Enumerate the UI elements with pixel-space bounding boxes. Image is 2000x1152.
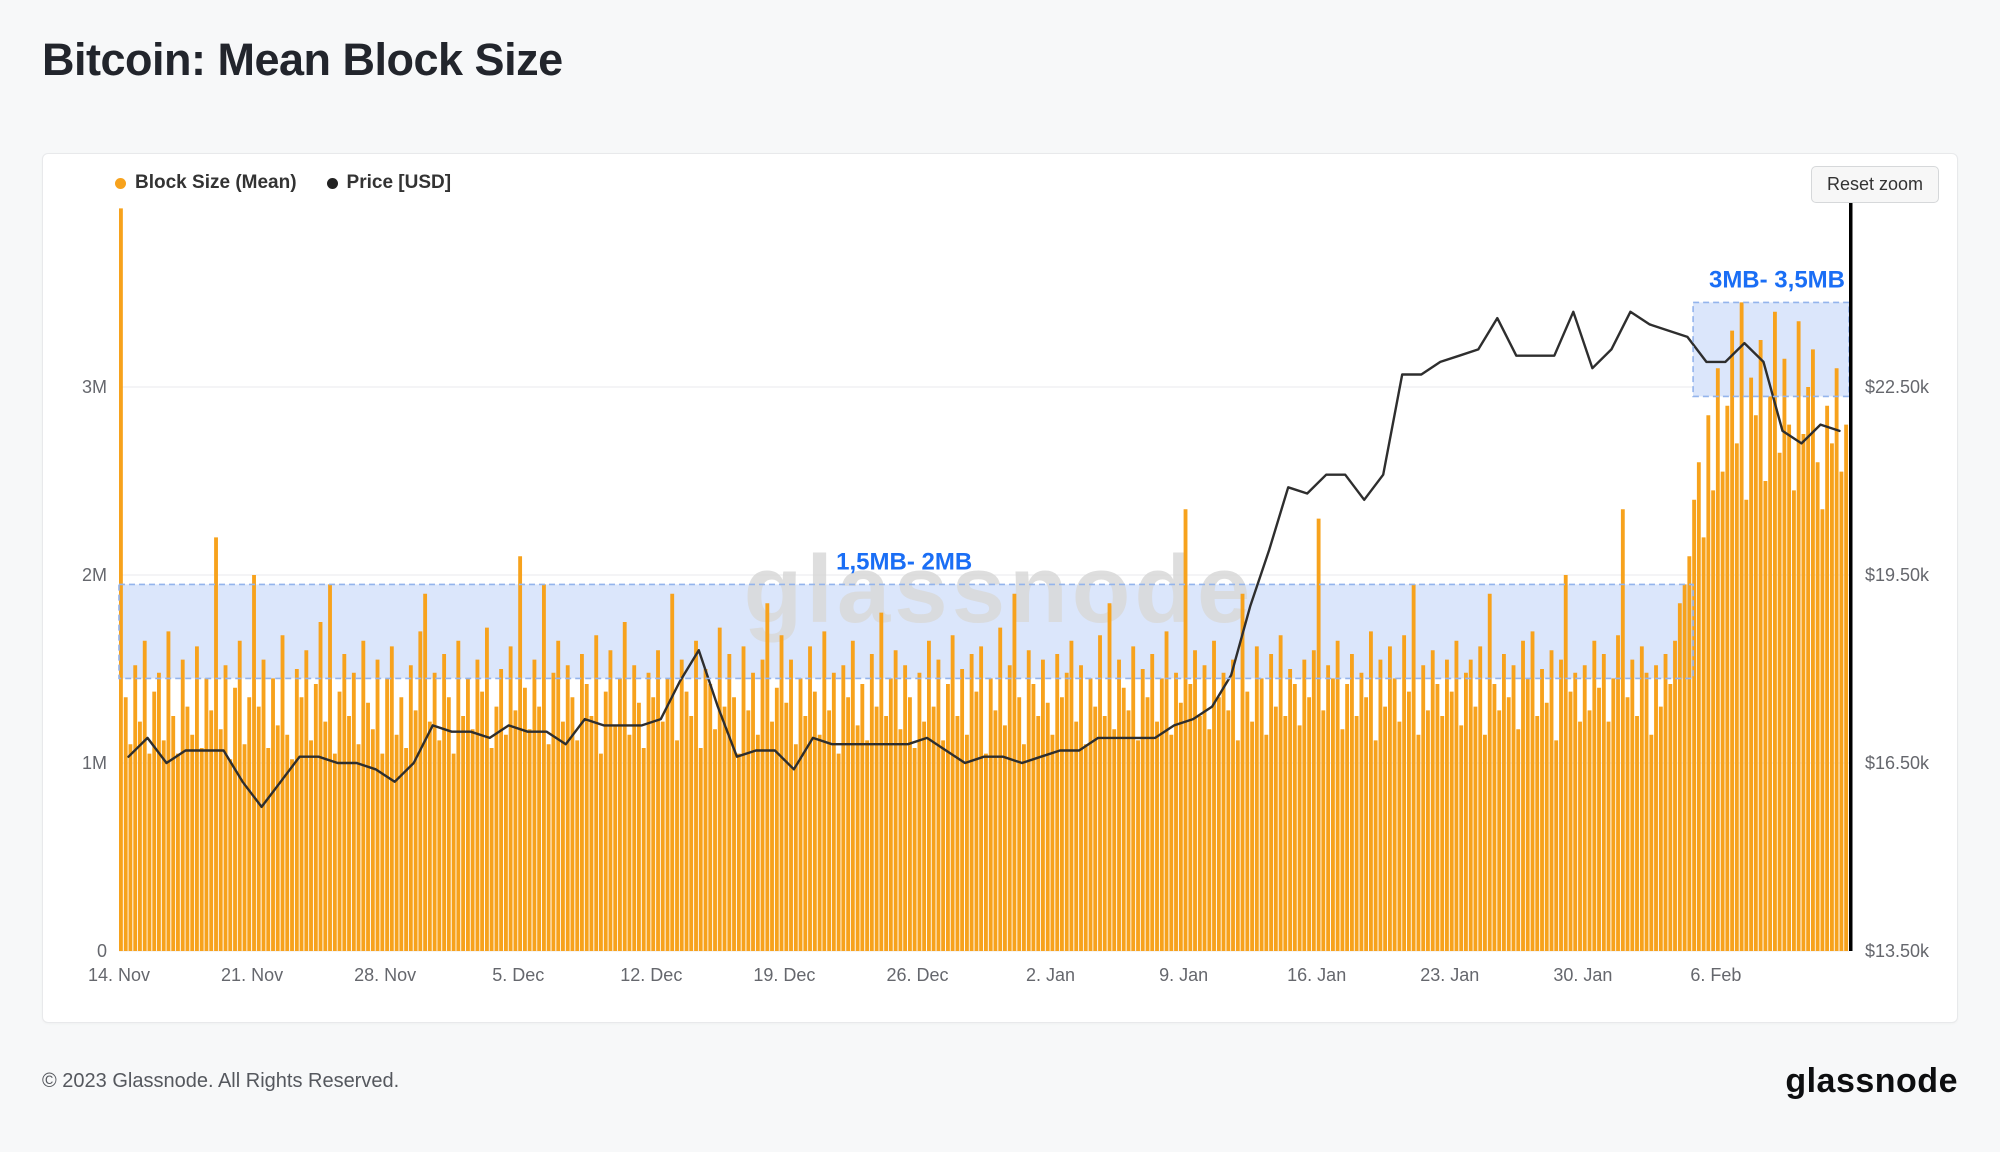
svg-text:3M: 3M: [82, 377, 107, 397]
svg-text:21. Nov: 21. Nov: [221, 965, 283, 985]
svg-text:28. Nov: 28. Nov: [354, 965, 416, 985]
chart-card: glassnode 1,5MB- 2MB 3MB- 3,5MB 0 1M 2M 3M $13.…: [42, 153, 1958, 1023]
svg-text:$16.50k: $16.50k: [1865, 753, 1930, 773]
page-title: Bitcoin: Mean Block Size: [42, 34, 563, 85]
svg-text:6. Feb: 6. Feb: [1690, 965, 1741, 985]
svg-text:1,5MB- 2MB: 1,5MB- 2MB: [836, 548, 972, 575]
svg-text:9. Jan: 9. Jan: [1159, 965, 1208, 985]
svg-text:26. Dec: 26. Dec: [886, 965, 948, 985]
chart-legend: Block Size (Mean) Price [USD]: [115, 172, 451, 194]
svg-text:0: 0: [97, 941, 107, 961]
svg-text:2. Jan: 2. Jan: [1026, 965, 1075, 985]
svg-text:glassnode: glassnode: [744, 536, 1255, 643]
glassnode-logo: glassnode: [1785, 1062, 1958, 1100]
reset-zoom-button[interactable]: Reset zoom: [1810, 166, 1939, 203]
svg-text:1M: 1M: [82, 753, 107, 773]
svg-text:2M: 2M: [82, 565, 107, 585]
block-size-legend-dot-icon: [115, 177, 126, 189]
svg-text:30. Jan: 30. Jan: [1553, 965, 1612, 985]
legend-label-block-size: Block Size (Mean): [135, 172, 297, 193]
copyright-text: © 2023 Glassnode. All Rights Reserved.: [42, 1070, 400, 1092]
legend-item-price[interactable]: Price [USD]: [326, 172, 452, 194]
svg-text:$13.50k: $13.50k: [1865, 941, 1930, 961]
svg-text:14. Nov: 14. Nov: [88, 965, 150, 985]
svg-text:5. Dec: 5. Dec: [492, 965, 544, 985]
svg-text:$22.50k: $22.50k: [1865, 377, 1930, 397]
price-legend-dot-icon: [326, 177, 338, 189]
svg-text:19. Dec: 19. Dec: [753, 965, 815, 985]
legend-item-block-size[interactable]: Block Size (Mean): [115, 172, 297, 194]
legend-label-price: Price [USD]: [346, 172, 452, 193]
svg-text:$19.50k: $19.50k: [1865, 565, 1930, 585]
svg-text:3MB- 3,5MB: 3MB- 3,5MB: [1709, 266, 1845, 293]
svg-text:16. Jan: 16. Jan: [1287, 965, 1346, 985]
svg-text:12. Dec: 12. Dec: [620, 965, 682, 985]
svg-text:23. Jan: 23. Jan: [1420, 965, 1479, 985]
page-footer: © 2023 Glassnode. All Rights Reserved. g…: [42, 1062, 1958, 1101]
